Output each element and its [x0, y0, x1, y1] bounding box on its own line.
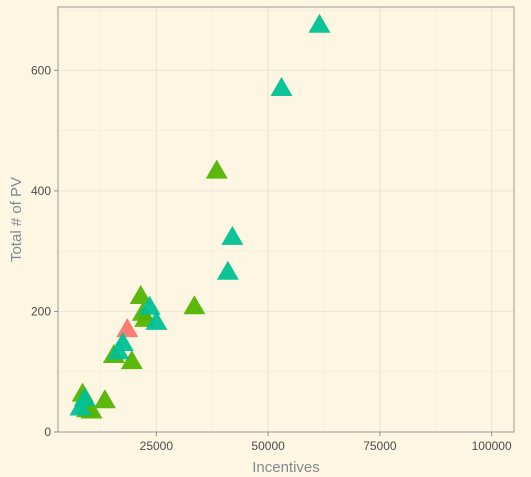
plot-panel-border — [57, 6, 515, 433]
y-axis-title: Total # of PV — [8, 177, 25, 262]
axis-ticks: 25000 50000 75000 100000 0 200 400 600 — [31, 63, 512, 453]
x-tick-label: 100000 — [472, 439, 512, 453]
x-tick-label: 75000 — [363, 439, 397, 453]
data-point-triangle — [221, 225, 244, 245]
data-point-triangle — [116, 318, 139, 338]
y-tick-label: 600 — [31, 63, 51, 77]
data-point-triangle — [129, 285, 152, 304]
data-points — [69, 13, 331, 419]
y-tick-label: 200 — [31, 304, 51, 318]
y-tick-label: 400 — [31, 184, 51, 198]
data-point-triangle — [205, 159, 228, 179]
y-tick-label: 0 — [44, 425, 51, 439]
data-point-triangle — [120, 350, 143, 370]
x-tick-label: 25000 — [140, 439, 174, 453]
x-axis-title: Incentives — [252, 459, 320, 476]
data-point-triangle — [216, 260, 239, 280]
data-point-triangle — [183, 295, 206, 315]
x-tick-label: 50000 — [251, 439, 285, 453]
data-point-triangle — [270, 77, 293, 96]
data-point-triangle — [138, 295, 161, 315]
data-point-triangle — [145, 310, 168, 330]
data-point-triangle — [308, 13, 331, 33]
grid-layer — [58, 7, 514, 433]
data-point-triangle — [73, 387, 96, 407]
data-point-triangle — [111, 332, 134, 351]
data-point-triangle — [93, 389, 116, 409]
